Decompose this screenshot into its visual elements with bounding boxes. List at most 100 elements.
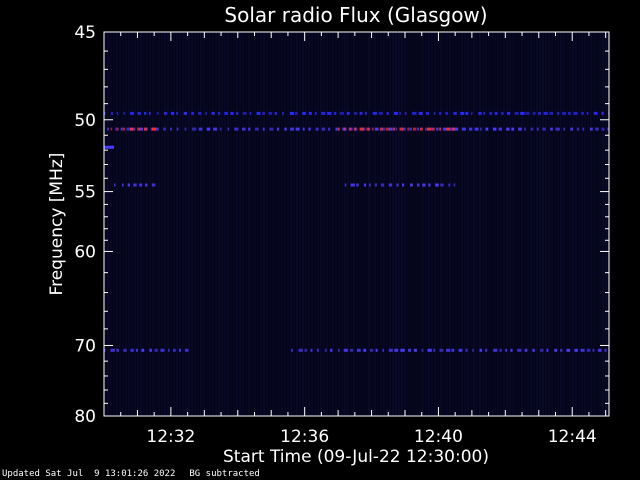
band-segment [130,348,134,352]
x-tick-label: 12:36 [280,427,329,447]
band-segment [399,127,404,131]
band-segment [388,183,393,187]
band-segment [274,111,277,115]
noise-streak [488,32,490,416]
band-segment [151,127,157,131]
noise-streak [140,32,142,416]
noise-streak [440,32,442,416]
noise-streak [413,32,415,416]
noise-streak [362,32,364,416]
noise-streak [185,32,187,416]
band-segment [168,348,170,352]
noise-streak [575,32,577,416]
noise-streak [137,32,139,416]
band-segment [563,127,566,131]
noise-streak [314,32,316,416]
y-tick-label: 45 [74,23,96,43]
band-segment [469,127,473,131]
noise-streak [188,32,190,416]
noise-streak [113,32,115,416]
band-segment [154,348,158,352]
emission-band [104,145,115,149]
noise-streak [206,32,208,416]
band-segment [402,183,404,187]
band-segment [453,111,457,115]
noise-streak [323,32,325,416]
band-segment [451,348,455,352]
band-segment [601,127,605,131]
noise-streak [425,32,427,416]
band-segment [607,127,609,131]
band-segment [465,348,468,352]
noise-streak [446,32,448,416]
band-segment [385,127,390,131]
band-segment [452,127,455,131]
band-segment [413,348,417,352]
band-segment [425,127,428,131]
noise-streak [389,32,391,416]
band-segment [573,111,578,115]
band-segment [149,348,152,352]
band-segment [518,127,522,131]
noise-streak [110,32,112,416]
band-segment [580,348,585,352]
band-segment [176,111,178,115]
noise-streak [503,32,505,416]
noise-streak [464,32,466,416]
noise-streak [566,32,568,416]
noise-streak [380,32,382,416]
y-tick-label: 55 [74,183,96,203]
noise-streak [485,32,487,416]
noise-streak [164,32,166,416]
noise-streak [218,32,220,416]
band-segment [420,127,423,131]
band-segment [295,127,300,131]
x-tick-label: 12:44 [548,427,597,447]
noise-streak [536,32,538,416]
band-segment [372,111,377,115]
band-segment [163,111,168,115]
noise-streak [329,32,331,416]
band-segment [536,127,539,131]
band-segment [436,127,439,131]
band-segment [333,111,337,115]
noise-streak [560,32,562,416]
band-segment [317,348,319,352]
noise-streak [467,32,469,416]
band-segment [597,348,602,352]
noise-streak [119,32,121,416]
band-segment [453,183,456,187]
band-segment [139,127,143,131]
noise-streak [236,32,238,416]
emission-band [291,348,607,352]
noise-streak [203,32,205,416]
band-segment [284,127,287,131]
band-segment [474,127,479,131]
band-segment [354,127,357,131]
noise-streak [458,32,460,416]
band-segment [116,348,119,352]
band-segment [314,111,317,115]
band-segment [170,127,173,131]
noise-streak [152,32,154,416]
band-segment [160,348,165,352]
band-segment [256,111,261,115]
band-segment [465,111,469,115]
band-segment [151,183,156,187]
noise-streak [272,32,274,416]
band-segment [540,348,544,352]
band-segment [439,111,442,115]
noise-streak [599,32,601,416]
noise-streak [491,32,493,416]
y-tick-label: 50 [74,111,96,131]
band-segment [506,127,510,131]
band-segment [433,348,436,352]
band-segment [439,348,444,352]
band-segment [485,348,488,352]
noise-streak [563,32,565,416]
band-segment [354,111,358,115]
band-segment [111,111,113,115]
band-segment [173,348,176,352]
noise-streak [419,32,421,416]
